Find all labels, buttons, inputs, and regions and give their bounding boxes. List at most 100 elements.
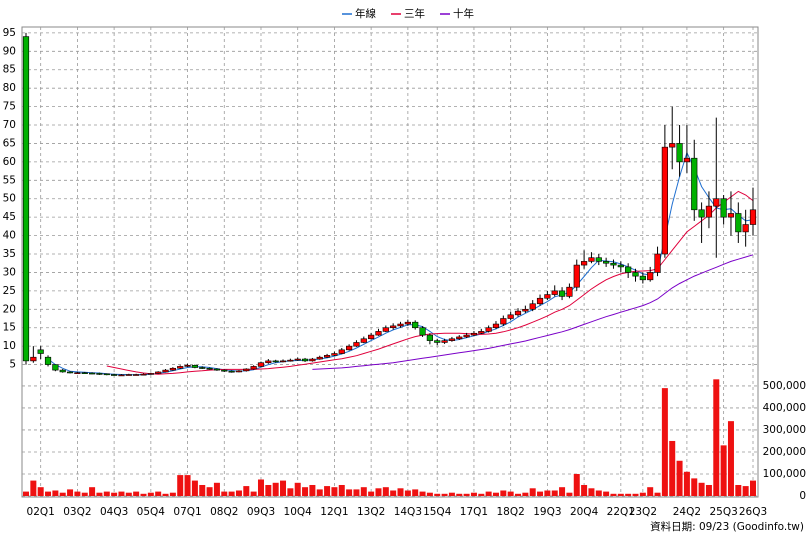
volume-bar (610, 493, 617, 496)
volume-bar (705, 484, 712, 496)
volume-bar (125, 492, 132, 496)
y-tick-label: 10 (3, 340, 16, 352)
volume-bar (492, 492, 499, 496)
volume-bar (331, 487, 338, 496)
volume-bar (426, 492, 433, 496)
volume-bar (272, 482, 279, 496)
y-tick-label: 85 (3, 64, 16, 76)
plot-frame (21, 26, 759, 498)
volume-bar (265, 484, 272, 496)
candle-body (654, 253, 661, 273)
volume-bar (595, 490, 602, 496)
candle-body (735, 213, 742, 233)
candle-body (235, 370, 243, 373)
candle-body (419, 327, 426, 336)
candle-body (88, 372, 96, 375)
candle-body (492, 323, 500, 329)
y-tick-label: 60 (3, 156, 16, 168)
volume-bar (360, 487, 367, 496)
x-tick-label: 02Q1 (27, 506, 55, 518)
volume-bar (316, 489, 323, 496)
volume-bar (720, 445, 727, 496)
candle-body (221, 369, 228, 372)
volume-bar (111, 492, 118, 496)
volume-bar (243, 486, 250, 496)
candle-body (617, 264, 624, 268)
volume-bar (23, 491, 29, 496)
candle-body (309, 358, 316, 362)
volume-bar (566, 492, 573, 496)
volume-bar (59, 492, 66, 496)
volume-bar (250, 491, 257, 496)
candle-body (103, 373, 110, 376)
candle-body (434, 340, 441, 343)
volume-bar (338, 484, 345, 496)
volume-bar (294, 482, 301, 496)
volume-bar (683, 471, 690, 496)
volume-bar (37, 487, 44, 496)
volume-bar (691, 478, 698, 496)
volume-bar (140, 493, 147, 496)
volume-tick-label: 400,000 (763, 402, 806, 414)
candle-body (485, 327, 492, 332)
candle-body (81, 372, 88, 374)
volume-bar (735, 484, 742, 496)
x-tick-label: 22Q1 (607, 506, 635, 518)
candle-body (338, 349, 345, 354)
volume-bar (382, 487, 389, 496)
candle-body (272, 360, 279, 363)
candle-body (727, 213, 735, 218)
volume-bar (551, 490, 558, 496)
volume-bar (191, 480, 198, 496)
candle-body (720, 198, 727, 218)
x-tick-label: 09Q3 (247, 506, 275, 518)
candle-body (37, 349, 44, 354)
volume-bar (470, 492, 477, 496)
y-tick-label: 90 (3, 45, 16, 57)
footer: 資料日期: 09/23 (Goodinfo.tw) (650, 520, 804, 533)
volume-bar (118, 491, 125, 496)
candle-body (661, 146, 668, 255)
candle-body (301, 358, 309, 362)
y-tick-label: 50 (3, 193, 16, 205)
volume-bar (199, 484, 206, 496)
volume-bar (133, 491, 140, 496)
volume-bar (404, 490, 411, 496)
x-tick-label: 04Q3 (100, 506, 128, 518)
candle-body (397, 323, 404, 327)
volume-bar (177, 475, 184, 496)
candle-body (536, 297, 544, 305)
volume-bar (397, 488, 404, 496)
candle-body (713, 198, 720, 207)
volume-bar (162, 493, 169, 496)
candle-body (507, 314, 514, 319)
candle-body (368, 334, 375, 340)
candle-body (316, 356, 323, 360)
volume-bar (661, 388, 668, 496)
volume-bar (742, 486, 749, 496)
x-tick-label: 07Q1 (173, 506, 201, 518)
volume-bar (676, 460, 683, 496)
y-tick-label: 75 (3, 101, 16, 113)
volume-bar (375, 488, 382, 496)
candle-body (647, 272, 654, 281)
candle-body (96, 373, 103, 375)
volume-bar (103, 491, 110, 496)
candle-body (448, 338, 456, 341)
volume-bar (81, 492, 88, 496)
volume-bar (96, 492, 103, 496)
volume-bar (669, 440, 676, 496)
candle-body (529, 303, 536, 310)
volume-bar (441, 493, 448, 496)
candle-body (691, 157, 698, 211)
candle-body (426, 334, 433, 341)
candle-body (441, 340, 448, 343)
candle-body (206, 367, 213, 370)
x-tick-label: 10Q4 (284, 506, 313, 518)
volume-bar (346, 489, 353, 496)
candle-body (610, 262, 617, 266)
legend-label: 十年 (453, 7, 474, 20)
volume-bar (515, 493, 522, 496)
volume-bar (625, 493, 632, 496)
volume-bar (45, 491, 52, 496)
